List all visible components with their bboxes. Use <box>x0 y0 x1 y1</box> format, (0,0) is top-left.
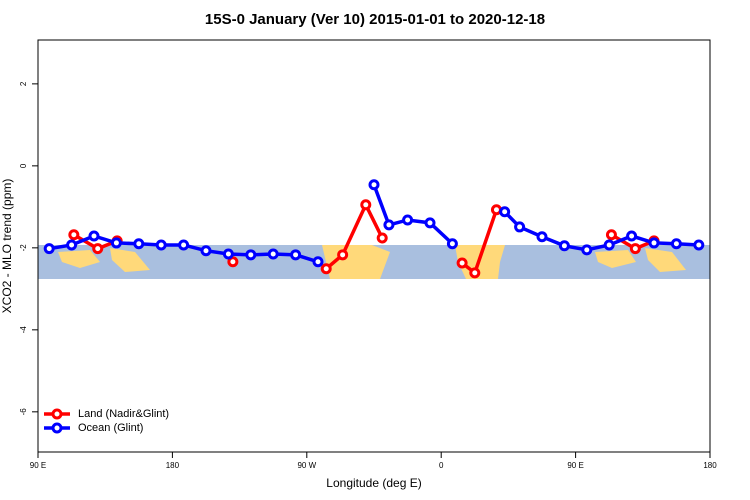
plot-frame <box>37 39 711 453</box>
x-tick-label: 180 <box>703 461 717 470</box>
data-point <box>626 230 638 242</box>
data-point <box>536 231 548 243</box>
data-point <box>446 238 458 250</box>
data-point <box>514 221 526 233</box>
data-point <box>693 239 705 251</box>
y-axis-label: XCO2 - MLO trend (ppm) <box>0 179 14 314</box>
legend-label: Ocean (Glint) <box>78 422 143 434</box>
x-tick-label: 90 E <box>30 461 46 470</box>
data-point <box>66 239 78 251</box>
data-point <box>68 229 80 241</box>
data-point <box>290 249 302 261</box>
data-point <box>88 230 100 242</box>
data-point <box>227 256 239 268</box>
chart-title: 15S-0 January (Ver 10) 2015-01-01 to 202… <box>205 11 545 28</box>
x-tick-label: 0 <box>439 461 444 470</box>
data-point <box>110 237 122 249</box>
data-point <box>456 257 468 269</box>
legend-marker <box>51 408 63 420</box>
data-point <box>368 179 380 191</box>
data-point <box>133 238 145 250</box>
data-point <box>337 249 349 261</box>
map-background <box>38 245 710 279</box>
data-point <box>605 229 617 241</box>
y-tick-label: 2 <box>19 81 28 86</box>
x-tick-label: 180 <box>166 461 180 470</box>
data-point <box>670 238 682 250</box>
data-point <box>178 239 190 251</box>
data-point <box>155 239 167 251</box>
data-point <box>558 240 570 252</box>
legend-marker <box>51 422 63 434</box>
data-point <box>603 239 615 251</box>
data-point <box>424 217 436 229</box>
data-point <box>383 219 395 231</box>
y-tick-label: -6 <box>19 408 28 416</box>
data-point <box>43 243 55 255</box>
x-axis-label: Longitude (deg E) <box>326 476 421 490</box>
data-point <box>360 199 372 211</box>
data-point <box>312 256 324 268</box>
data-point <box>581 244 593 256</box>
y-tick-label: -4 <box>19 326 28 334</box>
data-point <box>200 245 212 257</box>
data-point <box>222 248 234 260</box>
data-point <box>402 214 414 226</box>
data-point <box>92 243 104 255</box>
data-point <box>499 206 511 218</box>
y-tick-label: 0 <box>19 163 28 168</box>
data-point <box>267 248 279 260</box>
data-point <box>376 232 388 244</box>
data-point <box>469 267 481 279</box>
legend-label: Land (Nadir&Glint) <box>78 408 169 420</box>
data-point <box>629 243 641 255</box>
y-tick-label: -2 <box>19 244 28 252</box>
data-point <box>648 237 660 249</box>
x-tick-label: 90 W <box>297 461 316 470</box>
x-tick-label: 90 E <box>567 461 583 470</box>
data-point <box>245 249 257 261</box>
data-point <box>320 263 332 275</box>
